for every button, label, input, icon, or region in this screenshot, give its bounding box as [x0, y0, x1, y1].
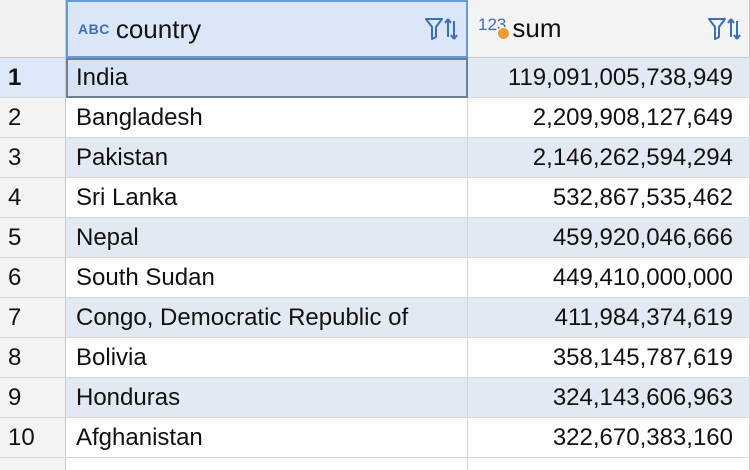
cell-sum[interactable]: 358,145,787,619	[468, 338, 750, 378]
row-number[interactable]: 2	[0, 98, 66, 138]
cell-sum[interactable]: 449,410,000,000	[468, 258, 750, 298]
cell-sum[interactable]: 411,984,374,619	[468, 298, 750, 338]
cell-country[interactable]: Pakistan	[66, 138, 468, 178]
number-indicator-dot	[497, 26, 510, 40]
filter-sort-icon[interactable]	[707, 15, 741, 43]
cell-country[interactable]: Congo, Democratic Republic of	[66, 298, 468, 338]
cell-country[interactable]: Afghanistan	[66, 418, 468, 458]
cell-country[interactable]: Bolivia	[66, 338, 468, 378]
filter-sort-icon[interactable]	[424, 15, 458, 43]
cell-country[interactable]: South Sudan	[66, 258, 468, 298]
grid-corner[interactable]	[0, 0, 66, 58]
number-type-icon: 123	[478, 15, 510, 40]
column-header-sum[interactable]: 123 sum	[468, 0, 750, 58]
cell-country[interactable]: India	[66, 58, 468, 98]
cell-country[interactable]: Bangladesh	[66, 98, 468, 138]
row-number-stub	[0, 458, 66, 470]
row-number[interactable]: 6	[0, 258, 66, 298]
cell-sum[interactable]: 2,209,908,127,649	[468, 98, 750, 138]
row-stub	[66, 458, 468, 470]
row-stub	[468, 458, 750, 470]
column-header-country[interactable]: ABC country	[66, 0, 468, 58]
cell-sum[interactable]: 459,920,046,666	[468, 218, 750, 258]
cell-sum[interactable]: 119,091,005,738,949	[468, 58, 750, 98]
row-number[interactable]: 3	[0, 138, 66, 178]
column-header-label: sum	[512, 13, 562, 43]
row-number[interactable]: 8	[0, 338, 66, 378]
cell-country[interactable]: Nepal	[66, 218, 468, 258]
column-header-label: country	[115, 13, 202, 44]
text-type-icon: ABC	[78, 21, 110, 37]
cell-sum[interactable]: 532,867,535,462	[468, 178, 750, 218]
cell-sum[interactable]: 322,670,383,160	[468, 418, 750, 458]
column-tools[interactable]	[707, 15, 741, 43]
row-number[interactable]: 9	[0, 378, 66, 418]
cell-sum[interactable]: 324,143,606,963	[468, 378, 750, 418]
cell-country[interactable]: Honduras	[66, 378, 468, 418]
row-number[interactable]: 1	[0, 58, 66, 98]
row-number[interactable]: 4	[0, 178, 66, 218]
row-number[interactable]: 5	[0, 218, 66, 258]
column-tools[interactable]	[424, 15, 458, 43]
cell-sum[interactable]: 2,146,262,594,294	[468, 138, 750, 178]
cell-country[interactable]: Sri Lanka	[66, 178, 468, 218]
row-number[interactable]: 10	[0, 418, 66, 458]
row-number[interactable]: 7	[0, 298, 66, 338]
